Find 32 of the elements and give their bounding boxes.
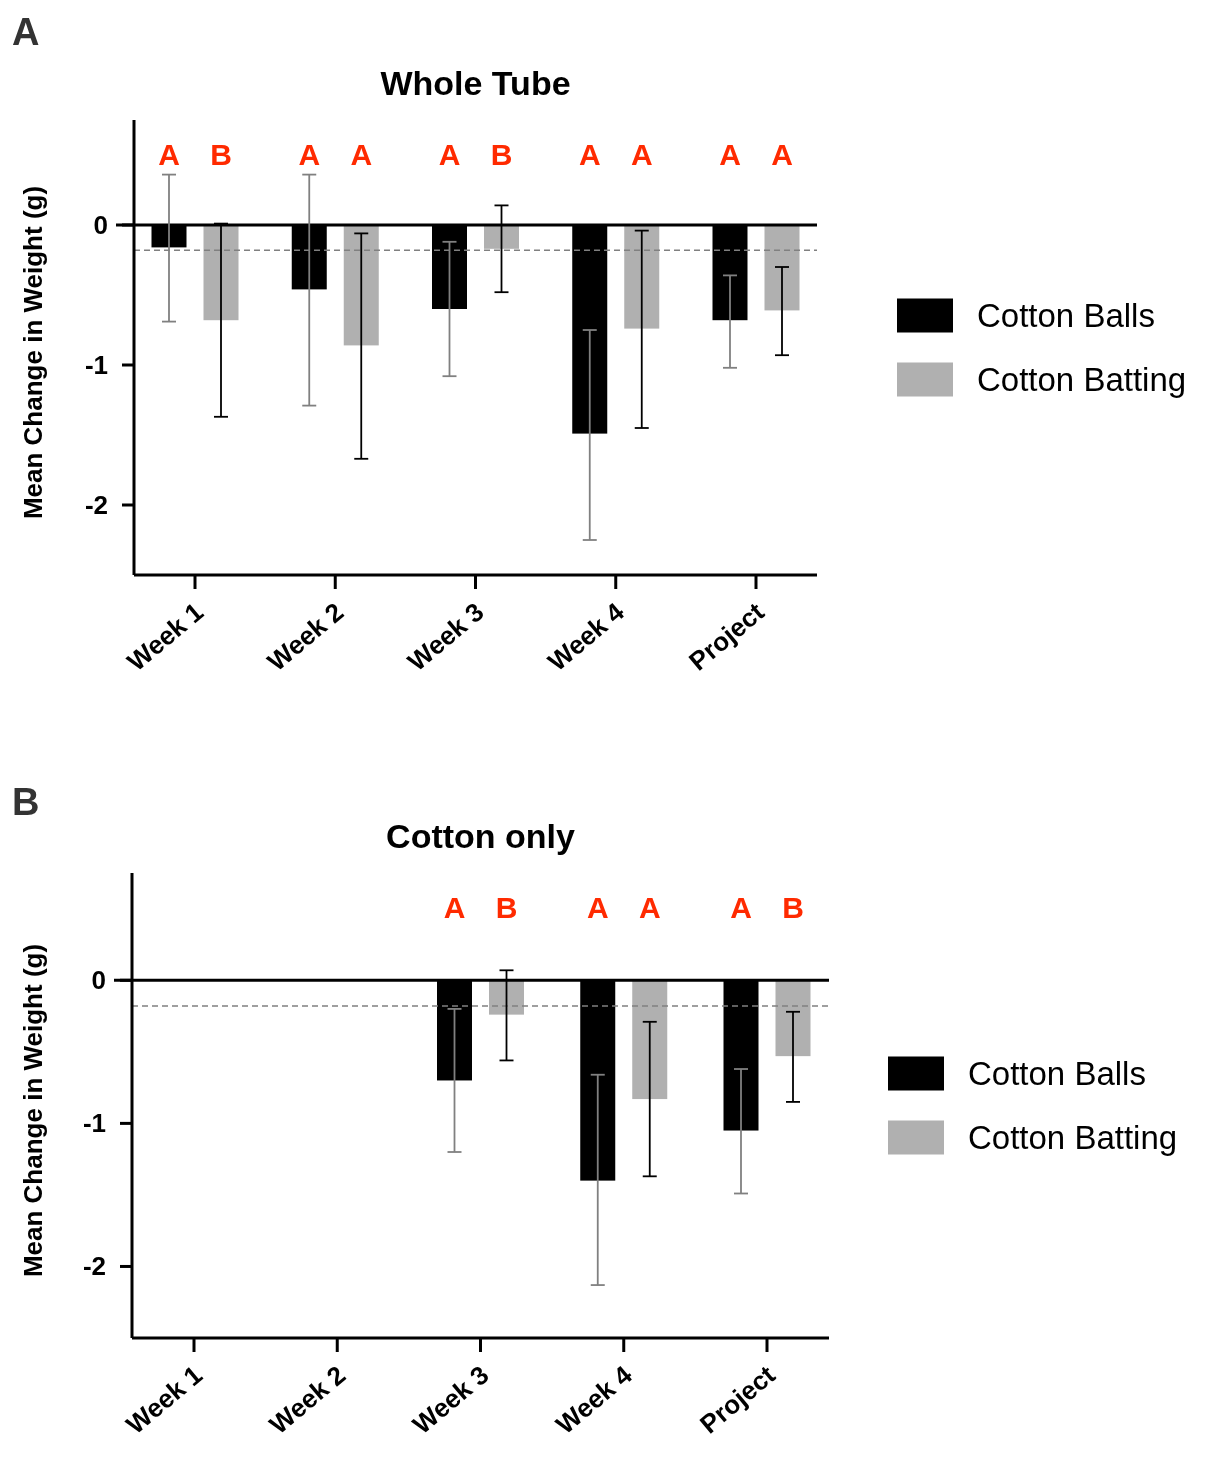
y-tick-label: -1 (84, 350, 108, 380)
annotation: A (578, 138, 601, 171)
annotation: A (771, 138, 793, 171)
annotation: A (630, 138, 653, 171)
annotation: B (782, 891, 804, 924)
legend-label: Cotton Batting (977, 360, 1187, 398)
annotation: A (298, 138, 321, 171)
annotation: A (638, 891, 661, 924)
y-tick-label: 0 (93, 210, 108, 240)
annotation: B (210, 138, 232, 171)
annotation: A (438, 138, 461, 171)
annotation: A (730, 891, 752, 924)
annotation: B (495, 891, 518, 924)
y-tick-label: -1 (82, 1108, 106, 1139)
text: B (12, 781, 40, 823)
y-tick-label: -2 (84, 490, 108, 520)
text: A (12, 11, 40, 53)
chart-title: Cotton only (386, 817, 576, 855)
annotation: A (586, 891, 609, 924)
legend-label: Cotton Balls (977, 296, 1155, 334)
annotation: A (443, 891, 466, 924)
y-tick-label: 0 (91, 965, 106, 996)
legend-label: Cotton Balls (968, 1054, 1146, 1092)
chart-title: Whole Tube (380, 64, 571, 102)
y-axis-title: Mean Change in Weight (g) (18, 943, 48, 1278)
y-axis-title: Mean Change in Weight (g) (18, 185, 48, 520)
annotation: B (490, 138, 513, 171)
annotation: A (158, 138, 180, 171)
annotation: A (350, 138, 373, 171)
legend-label: Cotton Batting (968, 1118, 1178, 1156)
annotation: A (719, 138, 741, 171)
y-tick-label: -2 (82, 1251, 106, 1282)
